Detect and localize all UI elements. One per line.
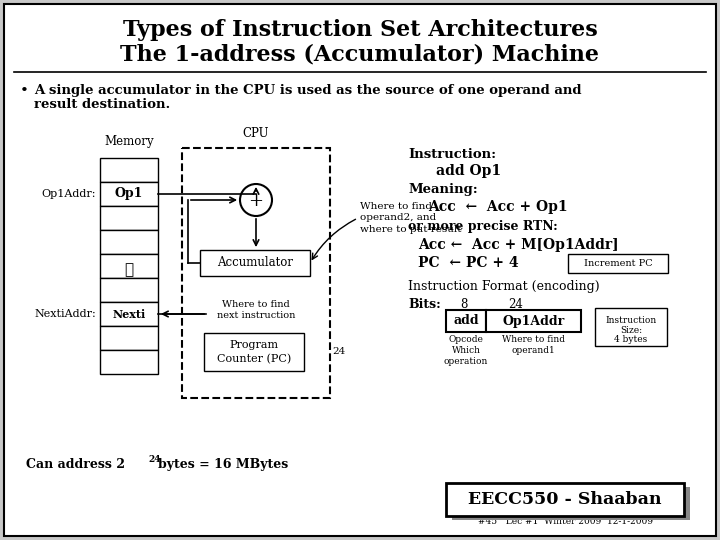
Bar: [182, 148, 330, 398]
Text: A single accumulator in the CPU is used as the source of one operand and: A single accumulator in the CPU is used …: [34, 84, 582, 97]
Text: Nexti: Nexti: [112, 308, 145, 320]
Text: Instruction: Instruction: [606, 316, 657, 325]
Text: Increment PC: Increment PC: [584, 259, 652, 268]
Bar: [100, 230, 158, 254]
Text: Opcode
Which
operation: Opcode Which operation: [444, 335, 488, 366]
Text: Instruction Format (encoding): Instruction Format (encoding): [408, 280, 600, 293]
Bar: [452, 487, 690, 520]
Text: Size:: Size:: [620, 326, 642, 335]
Bar: [100, 254, 158, 278]
Text: Where to find
operand2, and
where to put result: Where to find operand2, and where to put…: [360, 202, 462, 234]
Bar: [595, 308, 667, 346]
Bar: [486, 310, 581, 332]
Text: Op1Addr:: Op1Addr:: [42, 189, 96, 199]
Bar: [100, 158, 158, 182]
Bar: [100, 350, 158, 374]
Text: Can address 2: Can address 2: [26, 458, 125, 471]
Text: add: add: [453, 314, 479, 327]
Text: Where to find
next instruction: Where to find next instruction: [217, 300, 295, 320]
Text: 24: 24: [148, 455, 161, 464]
Text: EECC550 - Shaaban: EECC550 - Shaaban: [468, 490, 662, 508]
Bar: [446, 310, 486, 332]
Text: Counter (PC): Counter (PC): [217, 354, 291, 364]
Text: •: •: [20, 84, 29, 98]
Bar: [204, 333, 304, 371]
Text: result destination.: result destination.: [34, 98, 170, 111]
Text: Meaning:: Meaning:: [408, 183, 478, 196]
Text: Memory: Memory: [104, 135, 154, 148]
Text: add Op1: add Op1: [436, 164, 501, 178]
Bar: [100, 206, 158, 230]
Text: Program: Program: [230, 340, 279, 350]
Bar: [200, 250, 310, 276]
Bar: [100, 278, 158, 302]
Text: 8: 8: [460, 298, 467, 311]
Bar: [100, 326, 158, 350]
Text: or more precise RTN:: or more precise RTN:: [408, 220, 558, 233]
Text: bytes = 16 MBytes: bytes = 16 MBytes: [158, 458, 288, 471]
Text: Acc ←  Acc + M[Op1Addr]: Acc ← Acc + M[Op1Addr]: [418, 238, 618, 252]
Text: NextiAddr:: NextiAddr:: [35, 309, 96, 319]
Text: CPU: CPU: [243, 127, 269, 140]
Text: The 1-address (Accumulator) Machine: The 1-address (Accumulator) Machine: [120, 44, 600, 66]
Text: 24: 24: [332, 348, 346, 356]
Bar: [100, 302, 158, 326]
Text: ⋮: ⋮: [125, 263, 134, 277]
Text: +: +: [248, 192, 264, 210]
Bar: [568, 254, 668, 273]
Text: Accumulator: Accumulator: [217, 256, 293, 269]
Text: 24: 24: [508, 298, 523, 311]
Text: Op1: Op1: [114, 187, 143, 200]
Bar: [100, 182, 158, 206]
Text: #45   Lec #1  Winter 2009  12-1-2009: #45 Lec #1 Winter 2009 12-1-2009: [477, 517, 652, 526]
Bar: [446, 483, 684, 516]
Text: Bits:: Bits:: [408, 298, 441, 311]
Text: 4 bytes: 4 bytes: [614, 335, 647, 344]
Text: Op1Addr: Op1Addr: [503, 314, 564, 327]
Text: Where to find
operand1: Where to find operand1: [502, 335, 565, 355]
Text: Types of Instruction Set Architectures: Types of Instruction Set Architectures: [122, 19, 598, 41]
Text: Instruction:: Instruction:: [408, 148, 496, 161]
Text: Acc  ←  Acc + Op1: Acc ← Acc + Op1: [428, 200, 567, 214]
Text: PC  ← PC + 4: PC ← PC + 4: [418, 256, 518, 270]
